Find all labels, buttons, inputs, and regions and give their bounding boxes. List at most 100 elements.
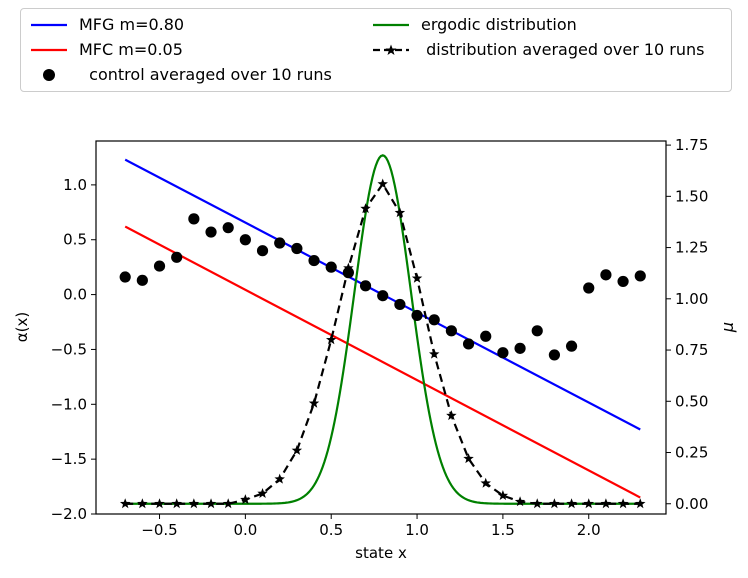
- x-tick-label: −0.5: [141, 521, 177, 539]
- y-right-tick-label: 1.00: [675, 290, 708, 308]
- y-right-tick-label: 0.50: [675, 392, 708, 410]
- y-right-tick-label: 0.25: [675, 444, 708, 462]
- control-avg-point: [256, 245, 269, 257]
- distribution-avg-star: [532, 498, 543, 509]
- control-avg-point: [119, 271, 131, 283]
- distribution-avg-star: [308, 397, 320, 408]
- distribution-avg-star: [274, 473, 285, 484]
- control-avg-point: [239, 234, 251, 246]
- distribution-avg-star: [171, 498, 182, 509]
- x-tick-label: 0.5: [319, 521, 343, 539]
- legend-item-control: control averaged over 10 runs: [31, 65, 332, 84]
- y-left-tick-label: −1.5: [51, 450, 87, 468]
- distribution-avg-star: [257, 488, 268, 498]
- control-avg-point: [274, 237, 286, 249]
- distribution-avg-star: [291, 444, 303, 455]
- ergodic-distribution-line: [125, 154, 641, 505]
- y-axis-label-left: α(x): [13, 312, 31, 342]
- legend-item-ergodic: ergodic distribution: [373, 15, 577, 34]
- legend-label-mfg: MFG m=0.80: [79, 15, 185, 34]
- distribution-avg-star: [549, 498, 560, 509]
- control-avg-point: [548, 349, 561, 361]
- y-left-tick-label: −2.0: [51, 505, 87, 523]
- distribution-avg-star: [463, 453, 474, 464]
- distribution-avg-star: [617, 498, 629, 509]
- distribution-avg-star: [137, 498, 148, 509]
- control-avg-point: [617, 275, 629, 288]
- distribution-avg-star: [411, 272, 423, 283]
- distribution-avg-star: [497, 490, 509, 500]
- control-avg-point: [428, 314, 440, 326]
- control-avg-point: [600, 269, 612, 281]
- y-left-tick-label: 1.0: [63, 176, 87, 194]
- y-left-tick-label: 0.5: [63, 231, 87, 249]
- control-avg-point: [411, 309, 423, 322]
- legend-label-control: control averaged over 10 runs: [79, 65, 332, 84]
- plot-frame: [95, 140, 667, 515]
- distribution-avg-star: [119, 498, 131, 509]
- control-avg-point: [565, 340, 578, 352]
- control-avg-point: [171, 251, 183, 263]
- distribution-avg-star: [325, 334, 337, 345]
- y-left-tick-label: −1.0: [51, 395, 87, 413]
- x-tick-label: 1.5: [491, 521, 515, 539]
- legend-swatch-ergodic: [373, 23, 409, 26]
- distribution-avg-star: [480, 477, 491, 488]
- legend-swatch-distribution: [373, 44, 409, 55]
- legend-swatch-mfg: [31, 23, 67, 26]
- control-avg-point: [325, 261, 337, 273]
- distribution-avg-star: [635, 498, 646, 509]
- x-tick-label: 2.0: [577, 521, 601, 539]
- control-avg-point: [445, 325, 457, 337]
- y-left-tick-label: 0.0: [63, 286, 87, 304]
- control-avg-point: [291, 242, 303, 255]
- control-avg-point: [359, 280, 372, 292]
- distribution-avg-star: [514, 496, 526, 507]
- legend-swatch-mfc: [31, 48, 67, 51]
- distribution-avg-star: [377, 178, 388, 189]
- control-avg-point: [480, 330, 492, 342]
- y-axis-label-right: μ: [718, 322, 737, 333]
- distribution-avg-star: [240, 494, 251, 505]
- control-avg-point: [153, 260, 166, 272]
- legend-label-mfc: MFC m=0.05: [79, 40, 183, 59]
- legend-item-mfc: MFC m=0.05: [31, 40, 183, 59]
- distribution-avg-star: [583, 498, 594, 509]
- legend-item-mfg: MFG m=0.80: [31, 15, 184, 34]
- mfc-line: [124, 225, 641, 499]
- x-tick-label: 0.0: [233, 521, 257, 539]
- legend: MFG m=0.80 ergodic distribution MFC m=0.…: [20, 8, 732, 92]
- legend-swatch-control: [43, 68, 55, 81]
- distribution-avg-star: [205, 498, 217, 509]
- control-avg-point: [377, 290, 389, 302]
- distribution-avg-star: [360, 203, 371, 214]
- distribution-avg-star: [446, 410, 457, 421]
- control-avg-point: [205, 226, 217, 238]
- distribution-avg-star: [600, 498, 612, 509]
- y-left-tick-label: −0.5: [51, 340, 87, 358]
- y-right-tick-label: 0.75: [675, 341, 708, 359]
- control-avg-point: [342, 267, 354, 279]
- control-avg-point: [462, 338, 475, 350]
- distribution-avg-star: [428, 348, 440, 359]
- y-right-tick-label: 0.00: [675, 495, 708, 513]
- y-right-tick-label: 1.75: [675, 136, 708, 154]
- control-avg-point: [514, 342, 526, 354]
- control-avg-point: [497, 347, 509, 359]
- legend-item-distribution: distribution averaged over 10 runs: [373, 40, 705, 59]
- x-tick-label: 1.0: [405, 521, 429, 539]
- distribution-avg-star: [566, 498, 577, 509]
- distribution-avg-star: [394, 207, 406, 218]
- distribution-avg-star: [222, 498, 234, 509]
- distribution-avg-star: [154, 498, 165, 509]
- control-avg-point: [531, 325, 543, 337]
- control-avg-point: [394, 298, 406, 311]
- y-right-tick-label: 1.25: [675, 239, 708, 257]
- y-right-tick-label: 1.50: [675, 187, 708, 205]
- control-avg-point: [634, 270, 646, 282]
- control-avg-point: [222, 222, 234, 234]
- x-axis-label: state x: [355, 544, 407, 562]
- control-avg-point: [583, 282, 595, 294]
- control-avg-point: [188, 213, 200, 225]
